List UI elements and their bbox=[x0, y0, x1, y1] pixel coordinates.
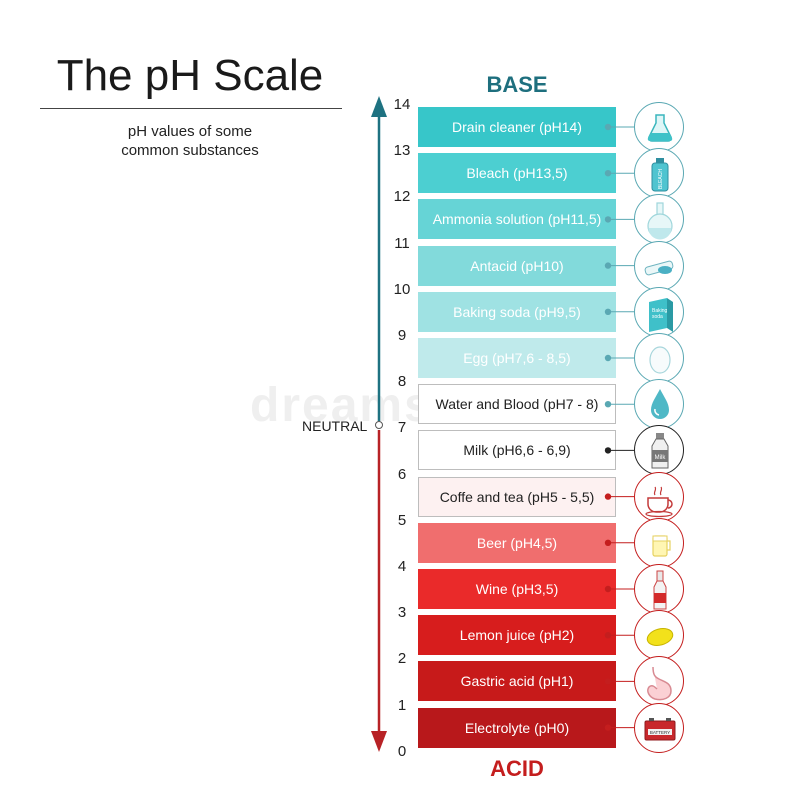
svg-text:BLEACH: BLEACH bbox=[658, 169, 664, 189]
water-drop-icon bbox=[634, 379, 684, 430]
subtitle-line-1: pH values of some bbox=[127, 123, 253, 140]
milk-bottle-icon: Milk bbox=[634, 425, 684, 476]
round-flask-icon bbox=[634, 194, 684, 245]
tick-label-13: 13 bbox=[393, 142, 411, 160]
tick-label-1: 1 bbox=[397, 696, 407, 714]
tick-label-5: 5 bbox=[397, 511, 407, 529]
substance-label: Baking soda (pH9,5) bbox=[453, 303, 581, 320]
substance-bar: Gastric acid (pH1) bbox=[418, 661, 616, 702]
substance-label: Egg (pH7,6 - 8,5) bbox=[463, 350, 571, 366]
substance-bar: Ammonia solution (pH11,5) bbox=[418, 199, 616, 240]
svg-text:Baking: Baking bbox=[652, 308, 668, 314]
substance-label: Ammonia solution (pH11,5) bbox=[432, 211, 602, 228]
flask-icon bbox=[634, 102, 684, 152]
bleach-bottle-icon: BLEACH bbox=[634, 148, 684, 199]
base-label: BASE bbox=[486, 72, 548, 97]
substance-label: Drain cleaner (pH14) bbox=[452, 119, 582, 135]
tick-label-12: 12 bbox=[393, 188, 411, 206]
antacid-tablets-icon bbox=[634, 240, 684, 291]
svg-text:soda: soda bbox=[652, 314, 663, 320]
substance-bar: Bleach (pH13,5) bbox=[418, 153, 616, 194]
substance-bar: Baking soda (pH9,5) bbox=[418, 291, 616, 332]
substance-bar: Lemon juice (pH2) bbox=[418, 615, 616, 656]
tick-label-7: 7 bbox=[397, 419, 407, 437]
substance-label: Antacid (pH10) bbox=[470, 257, 564, 274]
battery-icon: BATTERY bbox=[634, 702, 684, 753]
svg-text:Milk: Milk bbox=[655, 455, 667, 461]
substance-label: Electrolyte (pH0) bbox=[464, 719, 570, 736]
substance-label: Wine (pH3,5) bbox=[475, 581, 559, 597]
tick-label-0: 0 bbox=[397, 742, 407, 760]
acid-label: ACID bbox=[490, 756, 544, 781]
substance-bar: Electrolyte (pH0) bbox=[418, 707, 616, 748]
wine-bottle-icon bbox=[634, 564, 684, 614]
substance-label: Beer (pH4,5) bbox=[476, 534, 558, 551]
substance-bar: Milk (pH6,6 - 6,9) bbox=[418, 430, 616, 471]
subtitle-line-2: common substances bbox=[121, 142, 259, 159]
substance-bar: Antacid (pH10) bbox=[418, 245, 616, 286]
substance-label: Water and Blood (pH7 - 8) bbox=[435, 396, 599, 413]
tick-label-6: 6 bbox=[397, 465, 407, 483]
substance-bar: Water and Blood (pH7 - 8) bbox=[418, 384, 616, 425]
substance-label: Coffe and tea (pH5 - 5,5) bbox=[439, 488, 595, 505]
tick-label-2: 2 bbox=[397, 650, 407, 668]
substance-bar: Drain cleaner (pH14) bbox=[418, 107, 616, 147]
tick-label-14: 14 bbox=[393, 96, 411, 113]
substance-label: Lemon juice (pH2) bbox=[459, 627, 575, 644]
substance-label: Gastric acid (pH1) bbox=[460, 673, 574, 690]
coffee-cup-icon bbox=[634, 471, 684, 522]
page-title: The pH Scale bbox=[56, 51, 324, 100]
substance-label: Milk (pH6,6 - 6,9) bbox=[463, 442, 571, 459]
tick-label-11: 11 bbox=[394, 234, 410, 252]
svg-text:BATTERY: BATTERY bbox=[650, 730, 670, 735]
tick-label-4: 4 bbox=[397, 558, 407, 575]
substance-bar: Beer (pH4,5) bbox=[418, 522, 616, 563]
stomach-icon bbox=[634, 656, 684, 707]
substance-bar: Wine (pH3,5) bbox=[418, 569, 616, 609]
neutral-label: NEUTRAL bbox=[302, 418, 368, 434]
egg-icon bbox=[634, 333, 684, 383]
substance-bar: Egg (pH7,6 - 8,5) bbox=[418, 338, 616, 378]
tick-label-10: 10 bbox=[393, 280, 411, 298]
tick-label-9: 9 bbox=[397, 327, 407, 344]
title-divider bbox=[40, 108, 342, 109]
substance-bar: Coffe and tea (pH5 - 5,5) bbox=[418, 476, 616, 517]
beer-glass-icon bbox=[634, 517, 684, 568]
substance-label: Bleach (pH13,5) bbox=[466, 165, 568, 182]
tick-label-8: 8 bbox=[397, 373, 407, 391]
neutral-marker bbox=[375, 421, 383, 429]
lemon-icon bbox=[634, 610, 684, 661]
tick-label-3: 3 bbox=[397, 604, 407, 622]
subtitle: pH values of some common substances bbox=[90, 122, 290, 160]
baking-soda-box-icon: Baking soda bbox=[634, 286, 684, 337]
